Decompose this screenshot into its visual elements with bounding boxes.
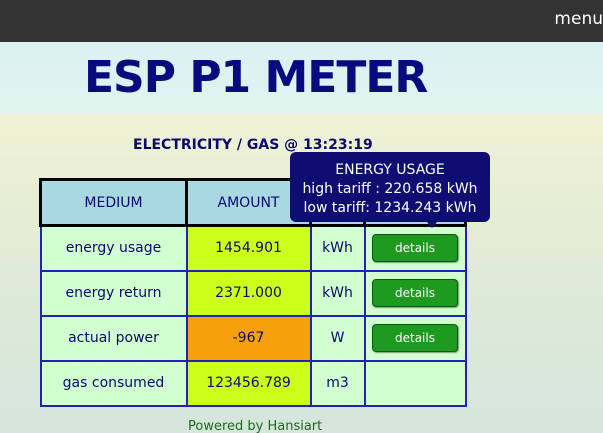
action-cell	[363, 359, 467, 407]
amount-cell: -967	[185, 314, 312, 362]
action-cell: details	[363, 314, 467, 362]
actual-power-details-button[interactable]: details	[372, 324, 458, 352]
top-nav-bar: menu	[0, 0, 603, 42]
menu-link[interactable]: menu	[554, 9, 603, 29]
tooltip-title: ENERGY USAGE	[335, 162, 445, 178]
tooltip-high-tariff: high tariff : 220.658 kWh	[302, 181, 478, 197]
medium-cell: energy usage	[39, 224, 188, 272]
header-amount: AMOUNT	[185, 178, 312, 227]
page-title: ESP P1 METER	[84, 52, 428, 103]
powered-by-footer: Powered by Hansiart	[188, 419, 323, 433]
action-cell: details	[363, 224, 467, 272]
table-row: energy return 2371.000 kWh details	[39, 269, 467, 317]
table-row: energy usage 1454.901 kWh details	[39, 224, 467, 272]
energy-usage-tooltip: ENERGY USAGE high tariff : 220.658 kWh l…	[290, 152, 490, 222]
unit-cell: W	[309, 314, 366, 362]
header-band	[0, 42, 603, 114]
medium-cell: energy return	[39, 269, 188, 317]
tooltip-low-tariff: low tariff: 1234.243 kWh	[303, 200, 477, 216]
unit-cell: kWh	[309, 224, 366, 272]
table-row: actual power -967 W details	[39, 314, 467, 362]
amount-cell: 2371.000	[185, 269, 312, 317]
medium-cell: gas consumed	[39, 359, 188, 407]
header-medium: MEDIUM	[39, 178, 188, 227]
medium-cell: actual power	[39, 314, 188, 362]
tooltip-arrow	[427, 222, 437, 228]
timestamp-subtitle: ELECTRICITY / GAS @ 13:23:19	[133, 137, 373, 153]
energy-return-details-button[interactable]: details	[372, 279, 458, 307]
action-cell: details	[363, 269, 467, 317]
unit-cell: kWh	[309, 269, 366, 317]
energy-usage-details-button[interactable]: details	[372, 234, 458, 263]
unit-cell: m3	[309, 359, 366, 407]
table-row: gas consumed 123456.789 m3	[39, 359, 467, 407]
amount-cell: 1454.901	[185, 224, 312, 272]
amount-cell: 123456.789	[185, 359, 312, 407]
